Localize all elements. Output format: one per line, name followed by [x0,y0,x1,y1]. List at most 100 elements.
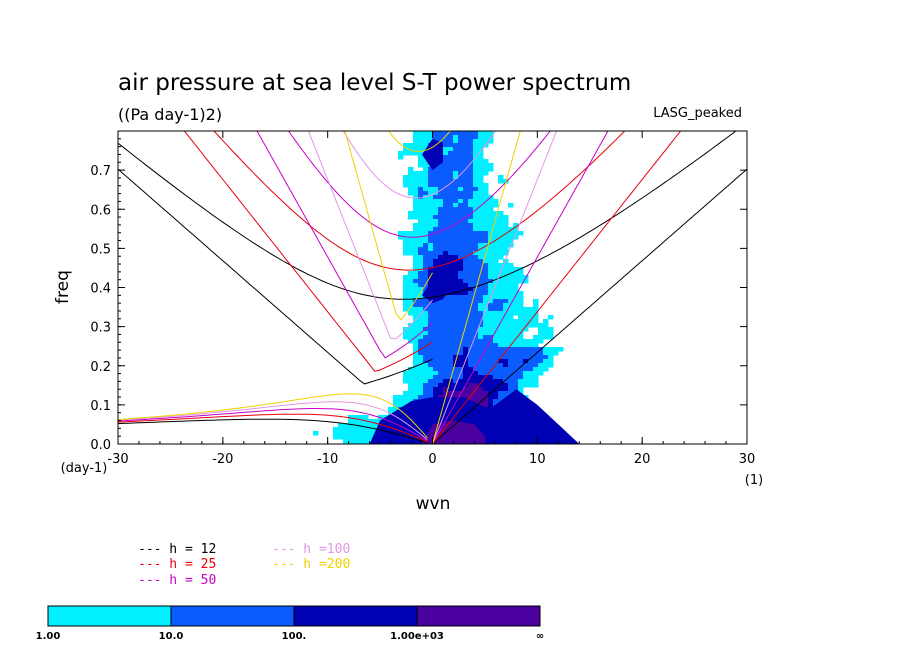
field-cell [473,215,479,220]
field-cell [468,251,474,256]
field-cell [483,187,489,192]
field-cell [453,203,459,208]
field-cell [363,431,369,436]
field-cell [518,271,524,276]
legend: --- h = 12--- h = 25--- h = 50 --- h =100… [138,542,350,588]
field-cell [458,231,464,236]
field-cell [418,247,424,252]
field-cell [498,263,504,268]
field-cell [533,323,539,328]
field-cell [423,199,429,204]
field-cell [453,367,459,372]
field-cell [453,275,459,280]
field-cell [483,379,489,384]
field-cell [503,339,509,344]
field-cell [493,355,499,360]
field-cell [458,235,464,240]
field-cell [438,215,444,220]
field-cell [443,223,449,228]
field-cell [413,175,419,180]
field-cell [463,335,469,340]
field-cell [508,307,514,312]
field-cell [513,223,519,228]
field-cell [483,323,489,328]
field-cell [413,347,419,352]
field-cell [423,379,429,384]
field-cell [438,307,444,312]
field-cell [448,223,454,228]
field-cell [468,255,474,260]
field-cell [418,163,424,168]
field-cell [498,303,504,308]
field-cell [408,179,414,184]
field-cell [453,351,459,356]
field-cell [503,251,509,256]
field-cell [453,175,459,180]
field-cell [418,375,424,380]
field-cell [438,343,444,348]
field-cell [508,279,514,284]
field-cell [478,359,484,364]
field-cell [453,247,459,252]
field-cell [543,363,549,368]
field-cell [453,375,459,380]
field-cell [408,183,414,188]
field-cell [443,347,449,352]
field-cell [438,171,444,176]
field-cell [488,387,494,392]
field-cell [428,343,434,348]
field-cell [463,275,469,280]
ig-curve-100 [342,131,497,199]
field-cell [433,171,439,176]
field-cell [518,319,524,324]
field-cell [463,375,469,380]
field-cell [503,323,509,328]
field-cell [473,279,479,284]
field-cell [423,311,429,316]
field-cell [448,191,454,196]
field-cell [453,207,459,212]
field-cell [443,163,449,168]
field-cell [493,295,499,300]
field-cell [513,279,519,284]
field-cell [413,187,419,192]
field-cell [448,271,454,276]
field-cell [448,243,454,248]
field-cell [468,267,474,272]
field-cell [448,171,454,176]
field-cell [473,367,479,372]
field-cell [438,267,444,272]
field-cell [453,211,459,216]
er-curve-200 [118,393,428,439]
field-cell [413,359,419,364]
field-cell [473,399,479,404]
colorbar-swatch [170,605,295,627]
field-cell [443,363,449,368]
field-cell [453,287,459,292]
field-cell [463,311,469,316]
field-cell [433,319,439,324]
field-cell [518,383,524,388]
field-cell [408,391,414,396]
field-cell [508,363,514,368]
field-cell [458,351,464,356]
field-cell [463,187,469,192]
field-cell [438,195,444,200]
field-cell [468,131,474,136]
field-cell [498,307,504,312]
field-cell [498,311,504,316]
field-cell [548,347,554,352]
field-cell [463,243,469,248]
colorbar-label: 100. [282,631,307,642]
y-tick-label: 0.3 [90,321,111,336]
field-cell [408,367,414,372]
field-cell [503,375,509,380]
field-cell [468,315,474,320]
field-cell [498,287,504,292]
field-cell [458,363,464,368]
field-cell [498,383,504,388]
field-cell [538,331,544,336]
field-cell [403,147,409,152]
field-cell [493,259,499,264]
field-cell [508,315,514,320]
